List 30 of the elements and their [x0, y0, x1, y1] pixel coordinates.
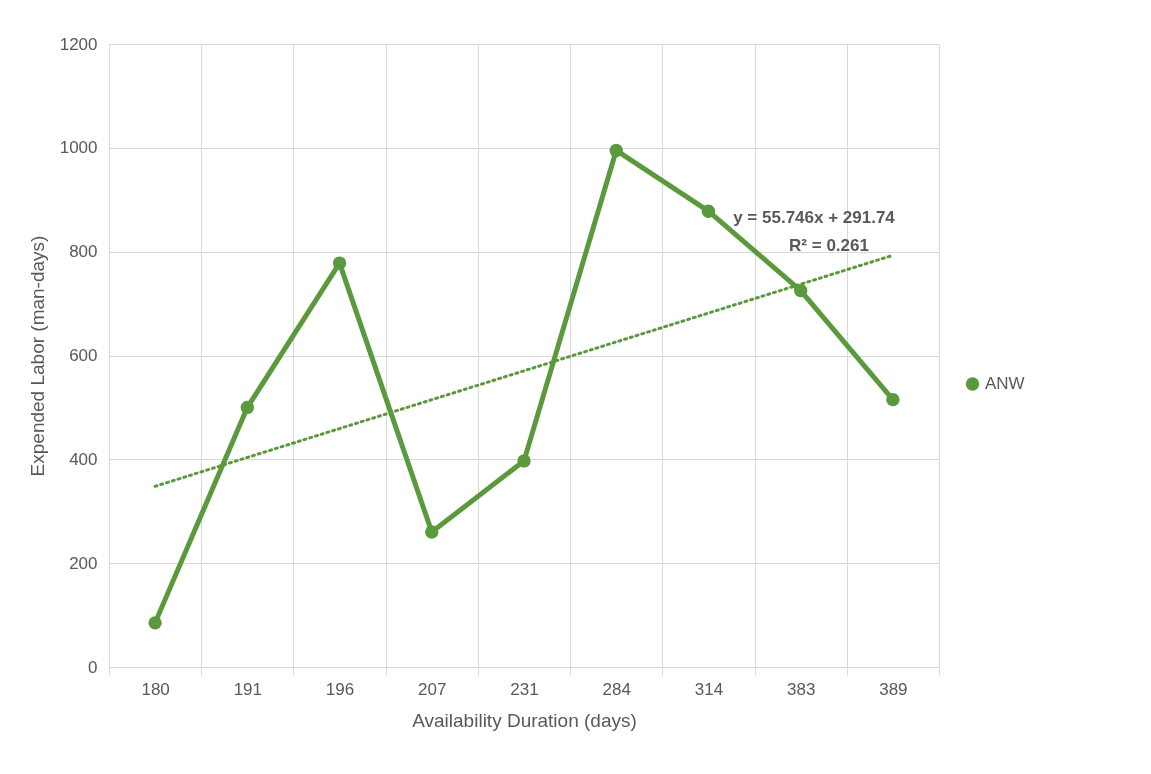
point [886, 392, 900, 407]
point [240, 400, 255, 415]
x-tick-label: 284 [602, 679, 631, 699]
x-tick-label: 231 [510, 679, 539, 699]
y-tick-label: 600 [69, 346, 98, 365]
legend-label: ANW [985, 374, 1025, 393]
y-axis-title: Expended Labor (man-days) [26, 235, 48, 477]
y-tick-label: 1000 [59, 138, 98, 158]
point [425, 525, 439, 539]
point [148, 616, 162, 630]
point [609, 143, 623, 158]
x-tick-label: 191 [233, 679, 263, 699]
x-tick-label: 383 [786, 679, 816, 699]
point [793, 283, 808, 298]
x-tick-label: 314 [694, 679, 724, 699]
y-tick-label: 200 [69, 553, 98, 573]
point [701, 204, 716, 218]
x-axis-title: Availability Duration (days) [412, 709, 637, 731]
x-tick-label: 196 [325, 679, 355, 699]
annotation: y = 55.746x + 291.74 [733, 208, 896, 227]
point [517, 454, 531, 468]
x-tick-label: 389 [879, 679, 908, 699]
y-tick-label: 0 [88, 657, 98, 677]
y-tick-label: 400 [69, 449, 98, 469]
x-tick-label: 207 [418, 679, 447, 699]
y-tick-label: 1200 [59, 34, 98, 54]
annotation: R² = 0.261 [789, 236, 869, 255]
point [332, 256, 347, 270]
y-tick-label: 800 [69, 242, 98, 262]
x-tick-label: 180 [141, 679, 170, 699]
